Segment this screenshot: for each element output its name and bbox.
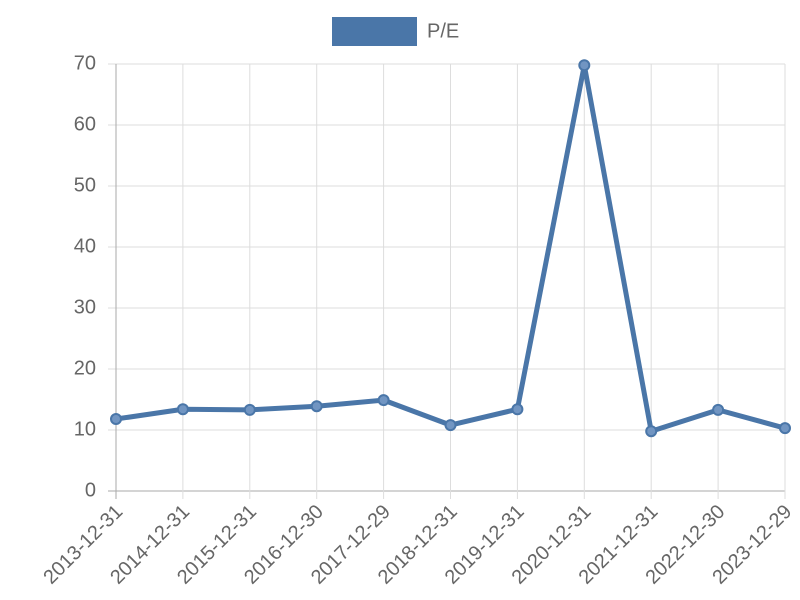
y-tick-label: 10 — [74, 418, 96, 440]
point — [511, 403, 524, 416]
point — [444, 419, 457, 432]
legend-swatch — [332, 17, 417, 46]
y-tick-label: 0 — [85, 479, 96, 501]
y-tick-label: 40 — [74, 235, 96, 257]
point — [712, 403, 725, 416]
point — [377, 394, 390, 407]
point — [110, 413, 122, 426]
point — [310, 400, 323, 413]
y-tick-label: 20 — [74, 357, 96, 379]
y-tick-label: 30 — [74, 296, 96, 318]
y-tick-label: 50 — [74, 174, 96, 196]
y-tick-label: 70 — [74, 52, 96, 74]
y-tick-label: 60 — [74, 113, 96, 135]
point — [176, 403, 189, 416]
point — [243, 403, 256, 416]
point — [578, 59, 591, 72]
point — [779, 422, 791, 435]
point — [645, 425, 658, 438]
legend-label: P/E — [427, 20, 459, 42]
